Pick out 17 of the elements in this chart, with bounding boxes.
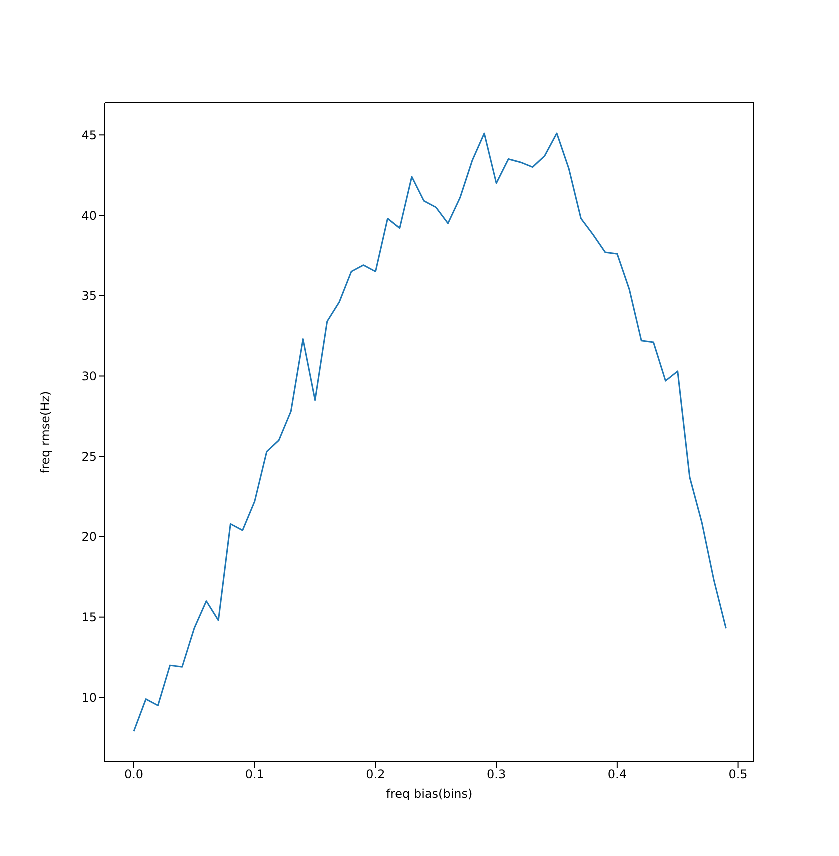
y-tick-label: 25 bbox=[82, 450, 97, 464]
x-tick-label: 0.0 bbox=[124, 768, 144, 782]
x-tick-label: 0.3 bbox=[487, 768, 506, 782]
x-tick-label: 0.2 bbox=[366, 768, 386, 782]
x-tick-label: 0.1 bbox=[245, 768, 264, 782]
x-tick-label: 0.4 bbox=[608, 768, 627, 782]
y-tick-label: 40 bbox=[82, 208, 97, 223]
x-axis-title: freq bias(bins) bbox=[386, 787, 473, 801]
y-tick-label: 20 bbox=[82, 530, 97, 544]
y-tick-label: 35 bbox=[82, 289, 97, 304]
y-tick-label: 30 bbox=[82, 370, 97, 384]
line-series bbox=[133, 132, 727, 732]
y-tick-label: 10 bbox=[82, 690, 97, 705]
x-tick-label: 0.5 bbox=[728, 768, 748, 782]
y-tick-label: 15 bbox=[82, 610, 97, 625]
y-axis-title: freq rmse(Hz) bbox=[38, 391, 52, 474]
y-tick-label: 45 bbox=[82, 128, 97, 142]
